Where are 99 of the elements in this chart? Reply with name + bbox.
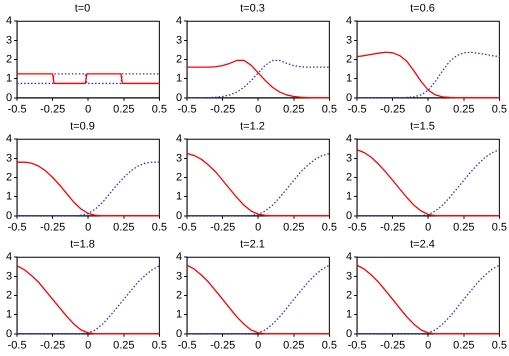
y-tick-label: 0 (176, 328, 182, 340)
y-tick-label: 2 (346, 54, 352, 66)
y-tick-label: 3 (176, 34, 182, 46)
x-tick-label: -0.5 (178, 221, 197, 234)
y-tick-label: 2 (176, 290, 182, 302)
chart-title: t=1.5 (410, 120, 435, 133)
y-tick-label: 3 (6, 270, 12, 282)
x-tick-label: 0.5 (492, 221, 508, 234)
x-tick-label: 0.25 (453, 103, 475, 116)
x-tick-label: -0.5 (348, 339, 367, 352)
x-tick-label: 0 (425, 221, 432, 234)
chart-title: t=0.6 (410, 2, 435, 15)
x-tick-label: -0.5 (348, 103, 367, 116)
y-tick-label: 3 (176, 270, 182, 282)
x-tick-label: -0.5 (178, 339, 197, 352)
y-tick-label: 1 (6, 190, 12, 203)
x-tick-label: -0.25 (40, 103, 66, 116)
y-tick-label: 2 (346, 290, 352, 302)
chart-title: t=1.2 (240, 120, 265, 133)
y-tick-label: 1 (176, 308, 182, 321)
x-tick-label: -0.25 (40, 339, 66, 352)
y-tick-label: 0 (6, 92, 12, 104)
x-tick-label: 0.5 (322, 221, 338, 234)
y-tick-label: 1 (346, 190, 352, 203)
x-tick-label: -0.25 (380, 339, 406, 352)
y-tick-label: 1 (176, 72, 182, 85)
x-tick-label: 0.5 (152, 339, 168, 352)
y-tick-label: 4 (176, 15, 182, 28)
y-tick-label: 2 (346, 172, 352, 184)
x-tick-label: -0.25 (210, 221, 236, 234)
x-tick-label: 0.25 (283, 339, 305, 352)
y-tick-label: 4 (346, 133, 352, 146)
x-tick-label: 0.25 (283, 103, 305, 116)
x-tick-label: 0.5 (152, 103, 168, 116)
x-tick-label: 0 (85, 221, 92, 234)
x-tick-label: -0.5 (178, 103, 197, 116)
y-tick-label: 0 (6, 210, 12, 222)
chart-title: t=2.4 (410, 238, 435, 251)
y-tick-label: 4 (6, 15, 12, 28)
x-tick-label: 0.5 (492, 103, 508, 116)
x-tick-label: -0.25 (380, 103, 406, 116)
x-tick-label: 0 (255, 103, 262, 116)
y-tick-label: 2 (6, 290, 12, 302)
x-tick-label: 0 (255, 339, 262, 352)
x-tick-label: 0 (85, 339, 92, 352)
y-tick-label: 4 (346, 15, 352, 28)
x-tick-label: -0.25 (40, 221, 66, 234)
chart-title: t=0 (74, 2, 90, 15)
y-tick-label: 1 (346, 308, 352, 321)
y-tick-label: 3 (346, 152, 352, 164)
y-tick-label: 4 (176, 133, 182, 146)
x-tick-label: 0.25 (453, 221, 475, 234)
y-tick-label: 3 (6, 34, 12, 46)
y-tick-label: 4 (176, 251, 182, 264)
y-tick-label: 3 (346, 270, 352, 282)
y-tick-label: 1 (6, 72, 12, 85)
y-tick-label: 0 (176, 92, 182, 104)
y-tick-label: 4 (6, 133, 12, 146)
x-tick-label: -0.5 (348, 221, 367, 234)
x-tick-label: 0.5 (322, 103, 338, 116)
x-tick-label: 0 (255, 221, 262, 234)
y-tick-label: 2 (176, 54, 182, 66)
y-tick-label: 2 (176, 172, 182, 184)
y-tick-label: 1 (6, 308, 12, 321)
y-tick-label: 0 (346, 210, 352, 222)
y-tick-label: 2 (6, 54, 12, 66)
x-tick-label: 0.25 (113, 103, 135, 116)
chart-title: t=2.1 (240, 238, 265, 251)
x-tick-label: 0.25 (113, 221, 135, 234)
y-tick-label: 4 (346, 251, 352, 264)
x-tick-label: 0 (425, 339, 432, 352)
x-tick-label: -0.25 (380, 221, 406, 234)
y-tick-label: 0 (346, 92, 352, 104)
y-tick-label: 4 (6, 251, 12, 264)
x-tick-label: -0.5 (8, 221, 27, 234)
x-tick-label: 0.25 (453, 339, 475, 352)
y-tick-label: 0 (6, 328, 12, 340)
x-tick-label: 0 (85, 103, 92, 116)
y-tick-label: 0 (176, 210, 182, 222)
chart-title: t=0.3 (240, 2, 265, 15)
y-tick-label: 1 (346, 72, 352, 85)
x-tick-label: 0.5 (492, 339, 508, 352)
chart-title: t=0.9 (70, 120, 95, 133)
x-tick-label: -0.25 (210, 339, 236, 352)
y-tick-label: 2 (6, 172, 12, 184)
x-tick-label: 0.5 (322, 339, 338, 352)
x-tick-label: -0.5 (8, 103, 27, 116)
y-tick-label: 3 (6, 152, 12, 164)
x-tick-label: -0.25 (210, 103, 236, 116)
y-tick-label: 1 (176, 190, 182, 203)
x-tick-label: -0.5 (8, 339, 27, 352)
x-tick-label: 0.25 (283, 221, 305, 234)
y-tick-label: 3 (346, 34, 352, 46)
x-tick-label: 0.5 (152, 221, 168, 234)
chart-title: t=1.8 (70, 238, 95, 251)
x-tick-label: 0.25 (113, 339, 135, 352)
y-tick-label: 0 (346, 328, 352, 340)
x-tick-label: 0 (425, 103, 432, 116)
y-tick-label: 3 (176, 152, 182, 164)
